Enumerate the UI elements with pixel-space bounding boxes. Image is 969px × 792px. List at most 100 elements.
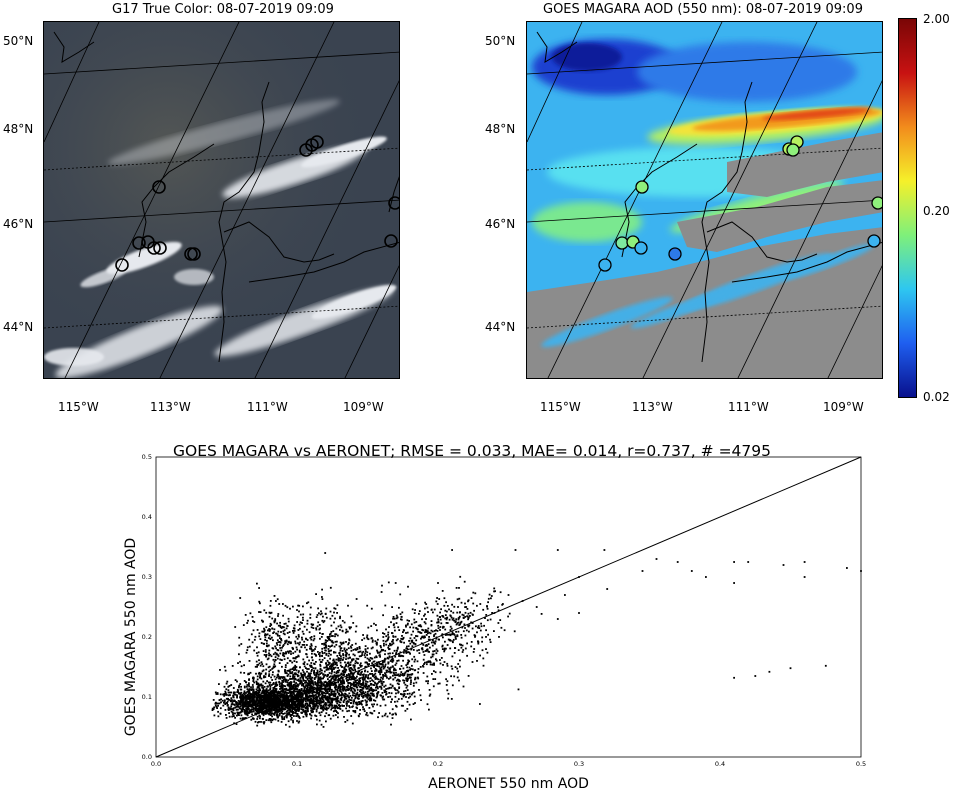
y-tick-label: 0.4 bbox=[142, 513, 152, 521]
scatter-point bbox=[280, 707, 282, 709]
scatter-point bbox=[400, 637, 403, 640]
scatter-point bbox=[441, 648, 444, 650]
scatter-point bbox=[227, 689, 230, 692]
scatter-point bbox=[350, 702, 352, 704]
scatter-point bbox=[395, 713, 397, 716]
scatter-point bbox=[322, 709, 325, 712]
scatter-point bbox=[406, 684, 409, 687]
scatter-point bbox=[362, 682, 364, 684]
scatter-point bbox=[294, 698, 296, 700]
scatter-point bbox=[353, 700, 356, 703]
scatter-point bbox=[401, 674, 403, 676]
scatter-point bbox=[291, 671, 294, 673]
scatter-point bbox=[391, 717, 394, 719]
scatter-point bbox=[367, 694, 370, 697]
x-tick-label: 0.0 bbox=[151, 760, 161, 768]
scatter-point bbox=[314, 648, 316, 650]
scatter-point bbox=[315, 661, 317, 663]
scatter-point bbox=[410, 693, 413, 696]
scatter-point bbox=[296, 698, 299, 701]
scatter-point bbox=[349, 699, 352, 701]
scatter-point bbox=[302, 658, 305, 661]
scatter-point bbox=[258, 691, 261, 693]
scatter-point bbox=[429, 660, 431, 663]
scatter-point bbox=[333, 678, 335, 681]
scatter-point bbox=[406, 675, 409, 678]
scatter-point bbox=[473, 634, 476, 636]
scatter-point bbox=[284, 695, 287, 698]
scatter-point bbox=[241, 694, 244, 696]
scatter-point bbox=[355, 657, 358, 660]
scatter-point bbox=[307, 601, 310, 604]
scatter-point bbox=[316, 692, 319, 695]
scatter-point bbox=[365, 661, 368, 664]
scatter-point bbox=[267, 681, 270, 684]
scatter-point bbox=[305, 681, 308, 684]
scatter-point bbox=[313, 702, 315, 704]
scatter-point bbox=[268, 697, 271, 700]
scatter-point bbox=[252, 707, 255, 710]
scatter-point bbox=[396, 638, 399, 641]
colorbar-label-min: 0.02 bbox=[923, 390, 950, 404]
scatter-point bbox=[461, 644, 464, 647]
scatter-point bbox=[394, 676, 397, 679]
scatter-point bbox=[440, 608, 442, 611]
scatter-point bbox=[292, 632, 295, 634]
scatter-point bbox=[252, 680, 255, 682]
scatter-point bbox=[397, 652, 400, 655]
scatter-point bbox=[324, 681, 327, 683]
scatter-point bbox=[364, 691, 367, 694]
scatter-point bbox=[367, 693, 370, 696]
scatter-point bbox=[292, 652, 295, 655]
y-tick-label: 0.1 bbox=[142, 693, 152, 701]
scatter-point bbox=[345, 653, 348, 656]
scatter-point bbox=[423, 614, 425, 617]
scatter-point bbox=[690, 570, 693, 572]
scatter-point bbox=[263, 722, 265, 725]
scatter-point bbox=[259, 638, 262, 640]
scatter-point bbox=[231, 665, 234, 667]
scatter-point bbox=[302, 676, 305, 679]
scatter-point bbox=[358, 670, 360, 673]
scatter-point bbox=[467, 616, 470, 619]
scatter-point bbox=[451, 549, 453, 551]
scatter-point bbox=[271, 706, 273, 709]
scatter-point bbox=[280, 703, 283, 706]
scatter-point bbox=[363, 695, 365, 697]
scatter-point bbox=[291, 646, 294, 649]
scatter-point bbox=[432, 641, 435, 644]
scatter-point bbox=[330, 703, 333, 706]
scatter-point bbox=[354, 648, 357, 650]
scatter-point bbox=[477, 640, 479, 643]
scatter-point bbox=[343, 695, 346, 697]
scatter-point bbox=[227, 685, 230, 688]
scatter-point bbox=[398, 680, 401, 682]
scatter-point bbox=[306, 698, 309, 701]
scatter-point bbox=[270, 721, 273, 724]
scatter-point bbox=[253, 700, 255, 703]
scatter-point bbox=[251, 684, 254, 686]
scatter-point bbox=[254, 692, 256, 695]
scatter-point bbox=[454, 647, 457, 649]
scatter-point bbox=[464, 602, 466, 605]
scatter-point bbox=[279, 637, 281, 639]
scatter-point bbox=[390, 658, 393, 661]
scatter-point bbox=[224, 702, 227, 705]
scatter-point bbox=[352, 702, 355, 705]
scatter-point bbox=[354, 669, 357, 672]
scatter-point bbox=[296, 616, 299, 618]
scatter-point bbox=[300, 689, 303, 692]
scatter-point bbox=[376, 665, 379, 667]
scatter-point bbox=[314, 667, 317, 670]
scatter-point bbox=[349, 627, 351, 630]
scatter-point bbox=[313, 653, 316, 655]
scatter-point bbox=[334, 688, 337, 691]
scatter-point bbox=[398, 629, 401, 631]
scatter-point bbox=[281, 694, 284, 696]
scatter-point bbox=[564, 594, 566, 596]
scatter-point bbox=[335, 700, 338, 703]
scatter-point bbox=[352, 681, 355, 684]
scatter-point bbox=[335, 686, 337, 688]
scatter-point bbox=[289, 672, 292, 675]
scatter-point bbox=[292, 630, 294, 632]
